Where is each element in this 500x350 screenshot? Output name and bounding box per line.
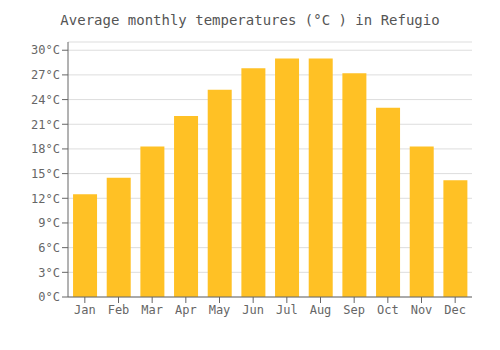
svg-text:Sep: Sep xyxy=(343,303,365,317)
svg-text:3°C: 3°C xyxy=(38,266,60,280)
svg-text:6°C: 6°C xyxy=(38,241,60,255)
html-text:Average monthly temperatures (: Average monthly temperatures (°C ) in Re… xyxy=(60,12,440,28)
svg-text:27°C: 27°C xyxy=(31,68,60,82)
svg-text:Oct: Oct xyxy=(377,303,399,317)
svg-text:15°C: 15°C xyxy=(31,167,60,181)
svg-text:Dec: Dec xyxy=(444,303,466,317)
svg-text:9°C: 9°C xyxy=(38,216,60,230)
svg-text:Apr: Apr xyxy=(175,303,197,317)
svg-text:Jan: Jan xyxy=(74,303,96,317)
svg-text:18°C: 18°C xyxy=(31,142,60,156)
svg-text:12°C: 12°C xyxy=(31,192,60,206)
svg-text:Jun: Jun xyxy=(242,303,264,317)
svg-text:21°C: 21°C xyxy=(31,118,60,132)
svg-text:Jul: Jul xyxy=(276,303,298,317)
svg-text:Aug: Aug xyxy=(310,303,332,317)
svg-text:Mar: Mar xyxy=(141,303,163,317)
svg-text:0°C: 0°C xyxy=(38,290,60,304)
svg-text:30°C: 30°C xyxy=(31,43,60,57)
svg-text:May: May xyxy=(209,303,231,317)
svg-text:Feb: Feb xyxy=(108,303,130,317)
svg-text:Nov: Nov xyxy=(411,303,433,317)
svg-text:24°C: 24°C xyxy=(31,93,60,107)
